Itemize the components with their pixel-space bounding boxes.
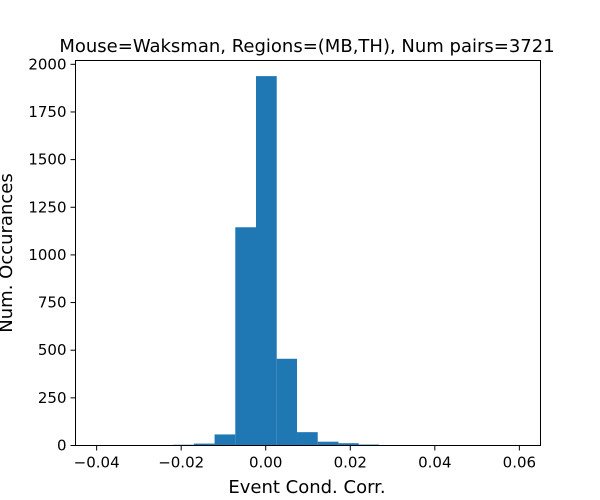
plot-frame xyxy=(75,60,541,446)
y-tick-label-1: 250 xyxy=(38,389,67,407)
x-tick-label-5: 0.06 xyxy=(503,454,536,472)
x-tick-label-4: 0.04 xyxy=(418,454,451,472)
y-tick-label-0: 0 xyxy=(57,437,67,455)
y-axis-ticks: 0 250 500 750 1000 1250 1500 1750 2000 xyxy=(28,55,76,455)
y-tick-label-5: 1250 xyxy=(28,198,66,216)
chart-title: Mouse=Waksman, Regions=(MB,TH), Num pair… xyxy=(59,36,554,57)
y-tick-label-6: 1500 xyxy=(28,151,66,169)
y-axis-label: Num. Occurances xyxy=(0,173,17,332)
histogram-bar-4 xyxy=(256,76,277,446)
bar-group xyxy=(173,76,462,446)
histogram-bar-7 xyxy=(317,441,339,446)
histogram-bar-2 xyxy=(214,434,236,446)
x-tick-label-2: 0.00 xyxy=(249,454,282,472)
histogram-bar-6 xyxy=(297,432,318,446)
y-tick-label-7: 1750 xyxy=(28,103,66,121)
x-axis-ticks: −0.04 −0.02 0.00 0.02 0.04 0.06 xyxy=(74,445,536,472)
histogram-bar-8 xyxy=(338,443,359,446)
x-axis-label: Event Cond. Corr. xyxy=(228,477,385,498)
histogram-bar-3 xyxy=(235,227,257,446)
x-tick-label-1: −0.02 xyxy=(158,454,204,472)
y-tick-label-8: 2000 xyxy=(28,55,66,73)
x-tick-label-0: −0.04 xyxy=(74,454,120,472)
histogram-bar-1 xyxy=(193,443,215,446)
y-tick-label-4: 1000 xyxy=(28,246,66,264)
histogram-bar-5 xyxy=(276,358,298,446)
x-tick-label-3: 0.02 xyxy=(334,454,367,472)
y-tick-label-3: 750 xyxy=(38,294,67,312)
y-tick-label-2: 500 xyxy=(38,341,67,359)
